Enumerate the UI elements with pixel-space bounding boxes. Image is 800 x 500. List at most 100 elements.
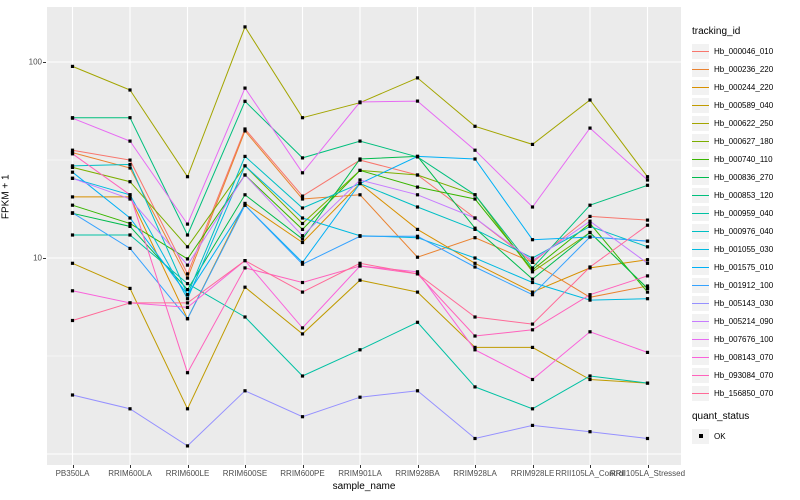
data-point-marker	[473, 334, 477, 338]
x-tick-label: PB350LA	[55, 469, 90, 478]
legend-key-line-icon	[692, 248, 709, 250]
data-point-marker	[588, 374, 592, 378]
x-tick-mark	[532, 465, 534, 468]
legend-label: Hb_000853_120	[714, 190, 774, 200]
legend-label: Hb_007676_100	[714, 334, 774, 344]
legend-label: Hb_000959_040	[714, 208, 774, 218]
x-tick-label: RRIM928BA	[395, 469, 440, 478]
data-point-marker	[530, 266, 535, 270]
data-point-marker	[70, 318, 75, 323]
data-point-marker	[243, 99, 247, 103]
legend-title-tracking-id: tracking_id	[692, 26, 741, 37]
legend-key	[692, 115, 709, 131]
data-point-marker	[70, 116, 75, 120]
data-point-marker	[415, 270, 420, 274]
legend-label: Hb_001912_100	[714, 280, 774, 290]
legend-key	[692, 295, 709, 311]
legend-label: Hb_000236_220	[714, 64, 774, 74]
data-point-marker	[300, 332, 305, 336]
data-point-marker	[70, 152, 75, 156]
data-point-marker	[588, 230, 592, 235]
data-point-marker	[530, 377, 535, 382]
legend-key-line-icon	[692, 212, 709, 214]
x-tick-label: RRII105LA_Stressed	[609, 469, 686, 478]
data-point-marker	[70, 164, 75, 168]
data-point-marker	[530, 256, 535, 260]
data-point-marker	[243, 129, 247, 133]
data-point-marker	[473, 157, 477, 161]
data-point-marker	[415, 389, 420, 393]
data-point-marker	[530, 270, 535, 274]
x-tick-mark	[72, 465, 74, 468]
data-point-marker	[300, 197, 305, 201]
legend-key-ok	[692, 428, 709, 444]
data-point-marker	[70, 261, 75, 265]
data-point-marker	[530, 290, 535, 294]
data-point-marker	[530, 205, 535, 209]
data-point-marker	[473, 227, 477, 231]
data-point-marker	[530, 277, 535, 281]
data-point-marker	[645, 350, 650, 354]
data-point-marker	[70, 148, 75, 152]
data-point-marker	[588, 224, 592, 228]
data-point-marker	[530, 345, 535, 349]
data-point-marker	[128, 197, 132, 201]
data-point-marker	[415, 154, 420, 158]
data-point-marker	[300, 280, 305, 285]
data-point-marker	[415, 193, 420, 197]
x-tick-label: RRIM928LA	[453, 469, 497, 478]
data-point-marker	[473, 148, 477, 152]
data-point-marker	[185, 257, 190, 261]
data-point-marker	[128, 193, 132, 197]
data-point-marker	[185, 371, 190, 375]
x-tick-label: RRIM600LA	[108, 469, 152, 478]
data-point-marker	[185, 293, 190, 297]
legend-label: Hb_000627_180	[714, 136, 774, 146]
data-point-marker	[185, 272, 190, 276]
data-point-marker	[185, 297, 190, 301]
data-point-marker	[243, 266, 247, 270]
data-point-marker	[645, 178, 650, 182]
data-point-marker	[300, 156, 305, 160]
data-point-marker	[185, 282, 190, 286]
data-point-marker	[473, 265, 477, 269]
data-point-marker	[358, 139, 362, 143]
x-tick-label: RRIM901LA	[338, 469, 382, 478]
legend-item: Hb_000622_250	[692, 114, 798, 132]
data-point-marker	[358, 193, 362, 197]
legend-key-line-icon	[692, 284, 709, 286]
data-point-marker	[243, 203, 247, 207]
legend-key-line-icon	[692, 194, 709, 196]
data-point-marker	[415, 185, 420, 189]
legend-label: Hb_001575_010	[714, 262, 774, 272]
data-point-marker	[70, 393, 75, 397]
data-point-marker	[358, 157, 362, 161]
data-point-marker	[473, 348, 477, 352]
y-tick-mark	[43, 258, 46, 259]
data-point-marker	[300, 234, 305, 238]
data-point-marker	[185, 317, 190, 321]
data-point-marker	[645, 245, 650, 249]
data-point-marker	[128, 216, 132, 220]
data-point-marker	[645, 218, 650, 222]
data-point-marker	[415, 76, 420, 80]
legend-item: Hb_000853_120	[692, 186, 798, 204]
data-point-marker	[358, 261, 362, 265]
data-point-marker	[358, 178, 362, 182]
legend-key-line-icon	[692, 50, 709, 52]
data-point-marker	[185, 276, 190, 280]
legend-key	[692, 43, 709, 59]
data-point-marker	[588, 214, 592, 218]
data-point-marker	[128, 301, 132, 305]
data-point-marker	[530, 407, 535, 411]
data-point-marker	[588, 293, 592, 297]
data-point-marker	[588, 265, 592, 269]
legend-key	[692, 187, 709, 203]
data-point-marker	[645, 261, 650, 265]
legend-item-ok: OK	[692, 427, 798, 445]
x-tick-label: RRIM928LE	[510, 469, 555, 478]
legend-item: Hb_005214_090	[692, 312, 798, 330]
data-point-marker	[473, 256, 477, 260]
data-point-marker	[358, 234, 362, 238]
